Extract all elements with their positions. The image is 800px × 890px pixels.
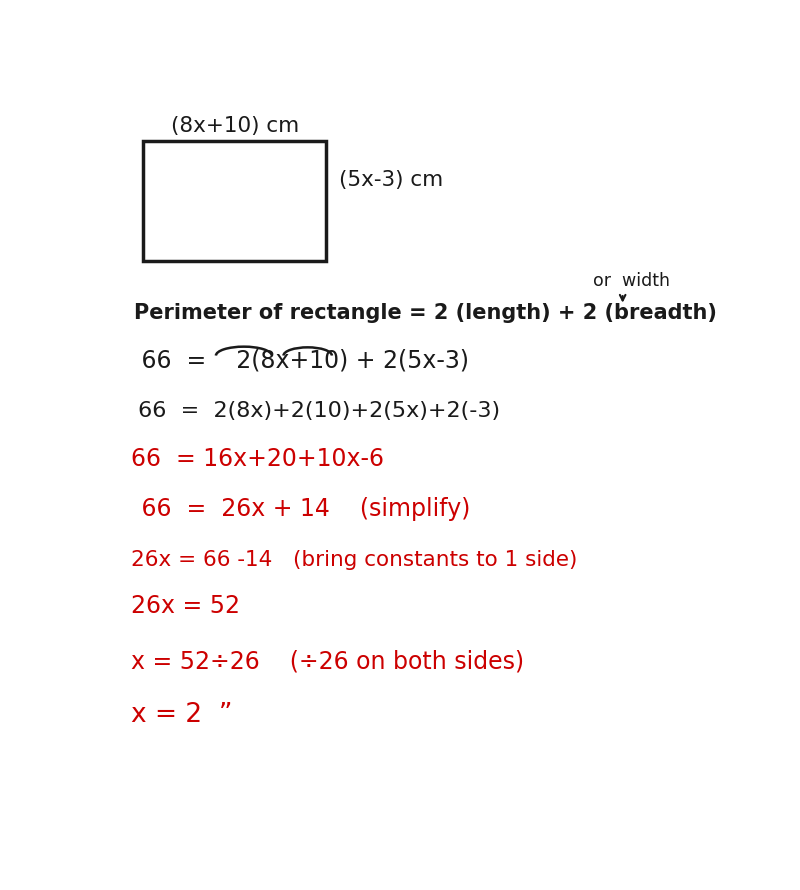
Text: (8x+10) cm: (8x+10) cm xyxy=(171,117,299,136)
Text: 66  =  2(8x)+2(10)+2(5x)+2(-3): 66 = 2(8x)+2(10)+2(5x)+2(-3) xyxy=(131,400,500,421)
Text: x = 2  ”: x = 2 ” xyxy=(131,701,233,727)
Text: 66  =    2(8x+10) + 2(5x-3): 66 = 2(8x+10) + 2(5x-3) xyxy=(134,348,469,372)
Text: Perimeter of rectangle = 2 (length) + 2 (breadth): Perimeter of rectangle = 2 (length) + 2 … xyxy=(134,303,717,323)
Text: x = 52÷26    (÷26 on both sides): x = 52÷26 (÷26 on both sides) xyxy=(131,650,524,674)
Text: (5x-3) cm: (5x-3) cm xyxy=(338,170,443,190)
Text: or  width: or width xyxy=(593,272,670,290)
Text: 66  = 16x+20+10x-6: 66 = 16x+20+10x-6 xyxy=(131,447,384,471)
Text: 66  =  26x + 14    (simplify): 66 = 26x + 14 (simplify) xyxy=(134,497,470,521)
Text: 26x = 52: 26x = 52 xyxy=(131,594,240,618)
Bar xyxy=(143,141,326,261)
Text: 26x = 66 -14   (bring constants to 1 side): 26x = 66 -14 (bring constants to 1 side) xyxy=(131,550,578,570)
